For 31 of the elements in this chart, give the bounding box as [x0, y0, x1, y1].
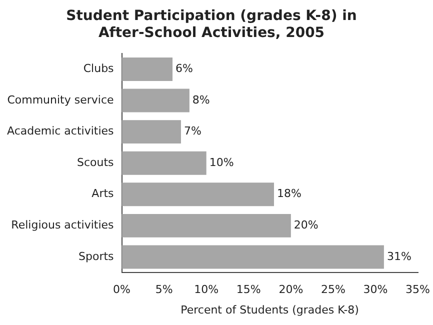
y-tick-label: Arts: [92, 187, 114, 200]
data-label: 7%: [184, 124, 202, 138]
chart-title: Student Participation (grades K-8) in After-School Activities, 2005: [66, 8, 357, 41]
bar: [122, 151, 206, 175]
x-tick-label: 30%: [363, 283, 388, 296]
bar: [122, 245, 384, 269]
x-tick-label: 15%: [236, 283, 261, 296]
y-tick-label: Scouts: [76, 156, 114, 169]
bar: [122, 120, 181, 144]
data-label: 18%: [277, 187, 302, 200]
bar: [122, 214, 291, 238]
data-label: 6%: [176, 62, 193, 76]
x-tick-label: 25%: [320, 283, 346, 296]
x-tick-label: 35%: [406, 283, 430, 296]
data-label: 20%: [294, 218, 318, 232]
data-label: 31%: [386, 250, 412, 263]
y-tick-label: Clubs: [83, 62, 114, 76]
x-tick-label: 10%: [194, 283, 219, 296]
y-tick-label: Religious activities: [11, 218, 114, 232]
y-tick-label: Sports: [78, 250, 114, 263]
x-tick-label: 5%: [155, 283, 173, 296]
data-label: 8%: [192, 93, 210, 106]
x-axis-title: Percent of Students (grades K-8): [180, 303, 359, 316]
x-tick-label: 0%: [113, 283, 131, 296]
data-label: 10%: [209, 156, 234, 169]
y-tick-label: Community service: [7, 93, 114, 106]
x-tick-label: 20%: [278, 283, 304, 296]
bar: [122, 182, 274, 206]
y-tick-label: Academic activities: [6, 124, 114, 138]
bar: [122, 58, 173, 81]
bar: [122, 88, 190, 112]
